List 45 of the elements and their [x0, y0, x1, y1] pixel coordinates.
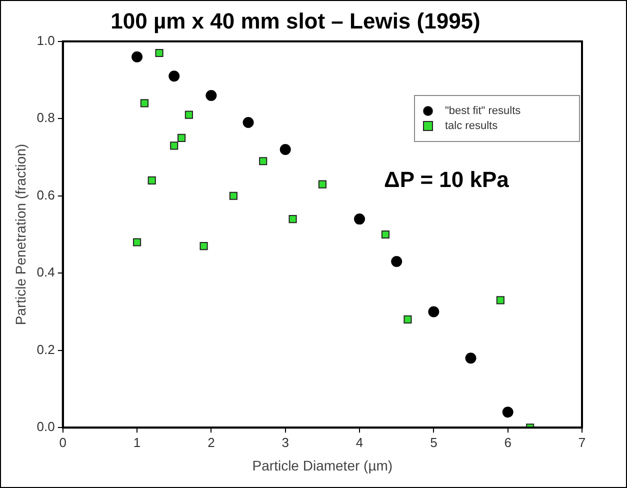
x-tick-label: 5	[430, 434, 438, 450]
point	[280, 144, 291, 156]
y-tick-label: 0.0	[36, 419, 55, 434]
point	[288, 215, 297, 224]
point	[132, 51, 143, 62]
point	[381, 230, 390, 239]
x-tick-label: 6	[504, 434, 512, 450]
annotation: ΔP = 10 kPa	[384, 167, 509, 193]
point	[242, 117, 254, 128]
x-tick-label: 4	[356, 434, 364, 450]
point	[206, 90, 217, 101]
x-tick-label: 1	[133, 434, 141, 450]
point	[155, 48, 164, 58]
y-tick-label: 0.2	[36, 342, 55, 357]
point	[354, 214, 366, 225]
x-tick-label: 7	[578, 434, 586, 450]
point	[229, 192, 238, 200]
x-tick-label: 2	[208, 434, 215, 450]
legend-label: talc results	[445, 120, 498, 132]
point	[168, 70, 180, 82]
chart-title: 100 µm x 40 mm slot – Lewis (1995)	[110, 8, 480, 34]
point	[200, 242, 208, 250]
point	[170, 142, 178, 150]
x-tick-label: 0	[59, 434, 66, 450]
point	[259, 157, 268, 166]
point	[465, 352, 476, 364]
point	[502, 406, 514, 418]
y-tick-label: 0.8	[36, 110, 55, 126]
point	[177, 134, 186, 142]
legend-label: "best fit" results	[445, 105, 521, 117]
point	[428, 306, 440, 318]
point	[404, 315, 412, 324]
point	[318, 180, 326, 188]
point	[391, 256, 402, 268]
x-axis-title: Particle Diameter (µm)	[252, 457, 393, 474]
point	[496, 296, 504, 304]
y-tick-label: 1.0	[36, 32, 55, 48]
point	[148, 176, 156, 184]
x-tick-label: 3	[282, 434, 289, 450]
point	[140, 99, 148, 108]
point	[184, 110, 193, 119]
y-axis-title: Particle Penetration (fraction)	[12, 144, 28, 326]
y-tick-label: 0.6	[36, 187, 55, 202]
point	[133, 238, 142, 246]
y-tick-label: 0.4	[36, 264, 55, 280]
